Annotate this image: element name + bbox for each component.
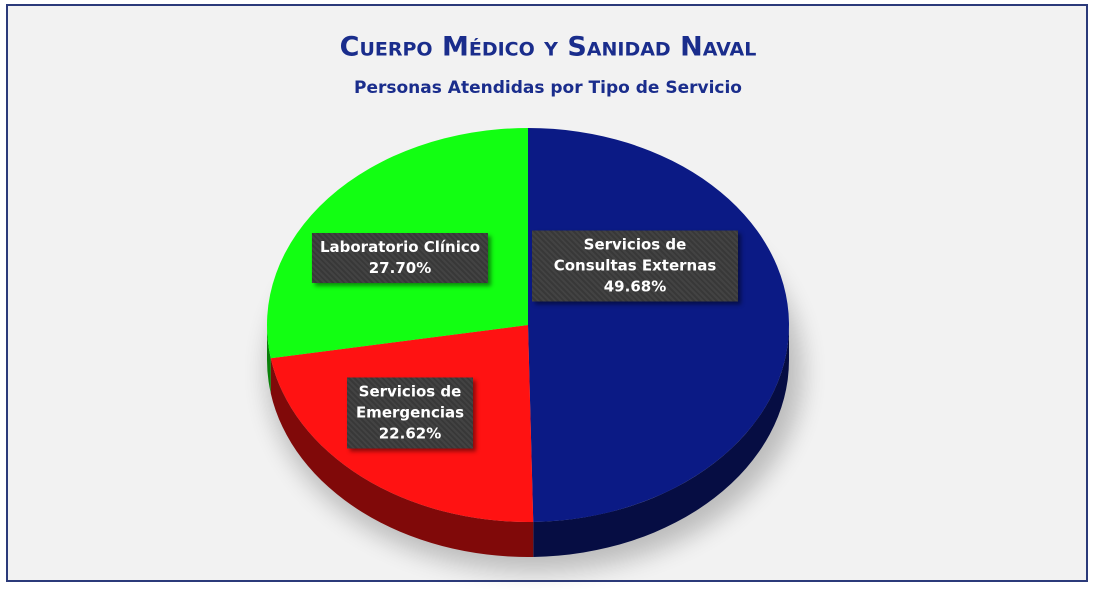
slice-side <box>267 325 271 394</box>
label-category: Servicios de Emergencias <box>355 382 465 422</box>
data-label: Servicios de Emergencias 22.62% <box>347 377 473 449</box>
label-category: Laboratorio Clínico <box>319 238 481 256</box>
label-category: Servicios de Consultas Externas <box>553 235 717 275</box>
label-value: 22.62% <box>378 424 442 443</box>
data-label: Laboratorio Clínico 27.70% <box>311 233 489 283</box>
label-value: 27.70% <box>368 259 432 277</box>
chart-title: Cuerpo Médico y Sanidad Naval <box>340 32 757 63</box>
label-value: 49.68% <box>603 277 667 296</box>
pie-slice <box>528 128 790 522</box>
data-label: Servicios de Consultas Externas 49.68% <box>532 230 738 302</box>
slice-side <box>533 325 790 557</box>
slice-side <box>270 358 534 558</box>
chart-subtitle: Personas Atendidas por Tipo de Servicio <box>354 78 742 98</box>
